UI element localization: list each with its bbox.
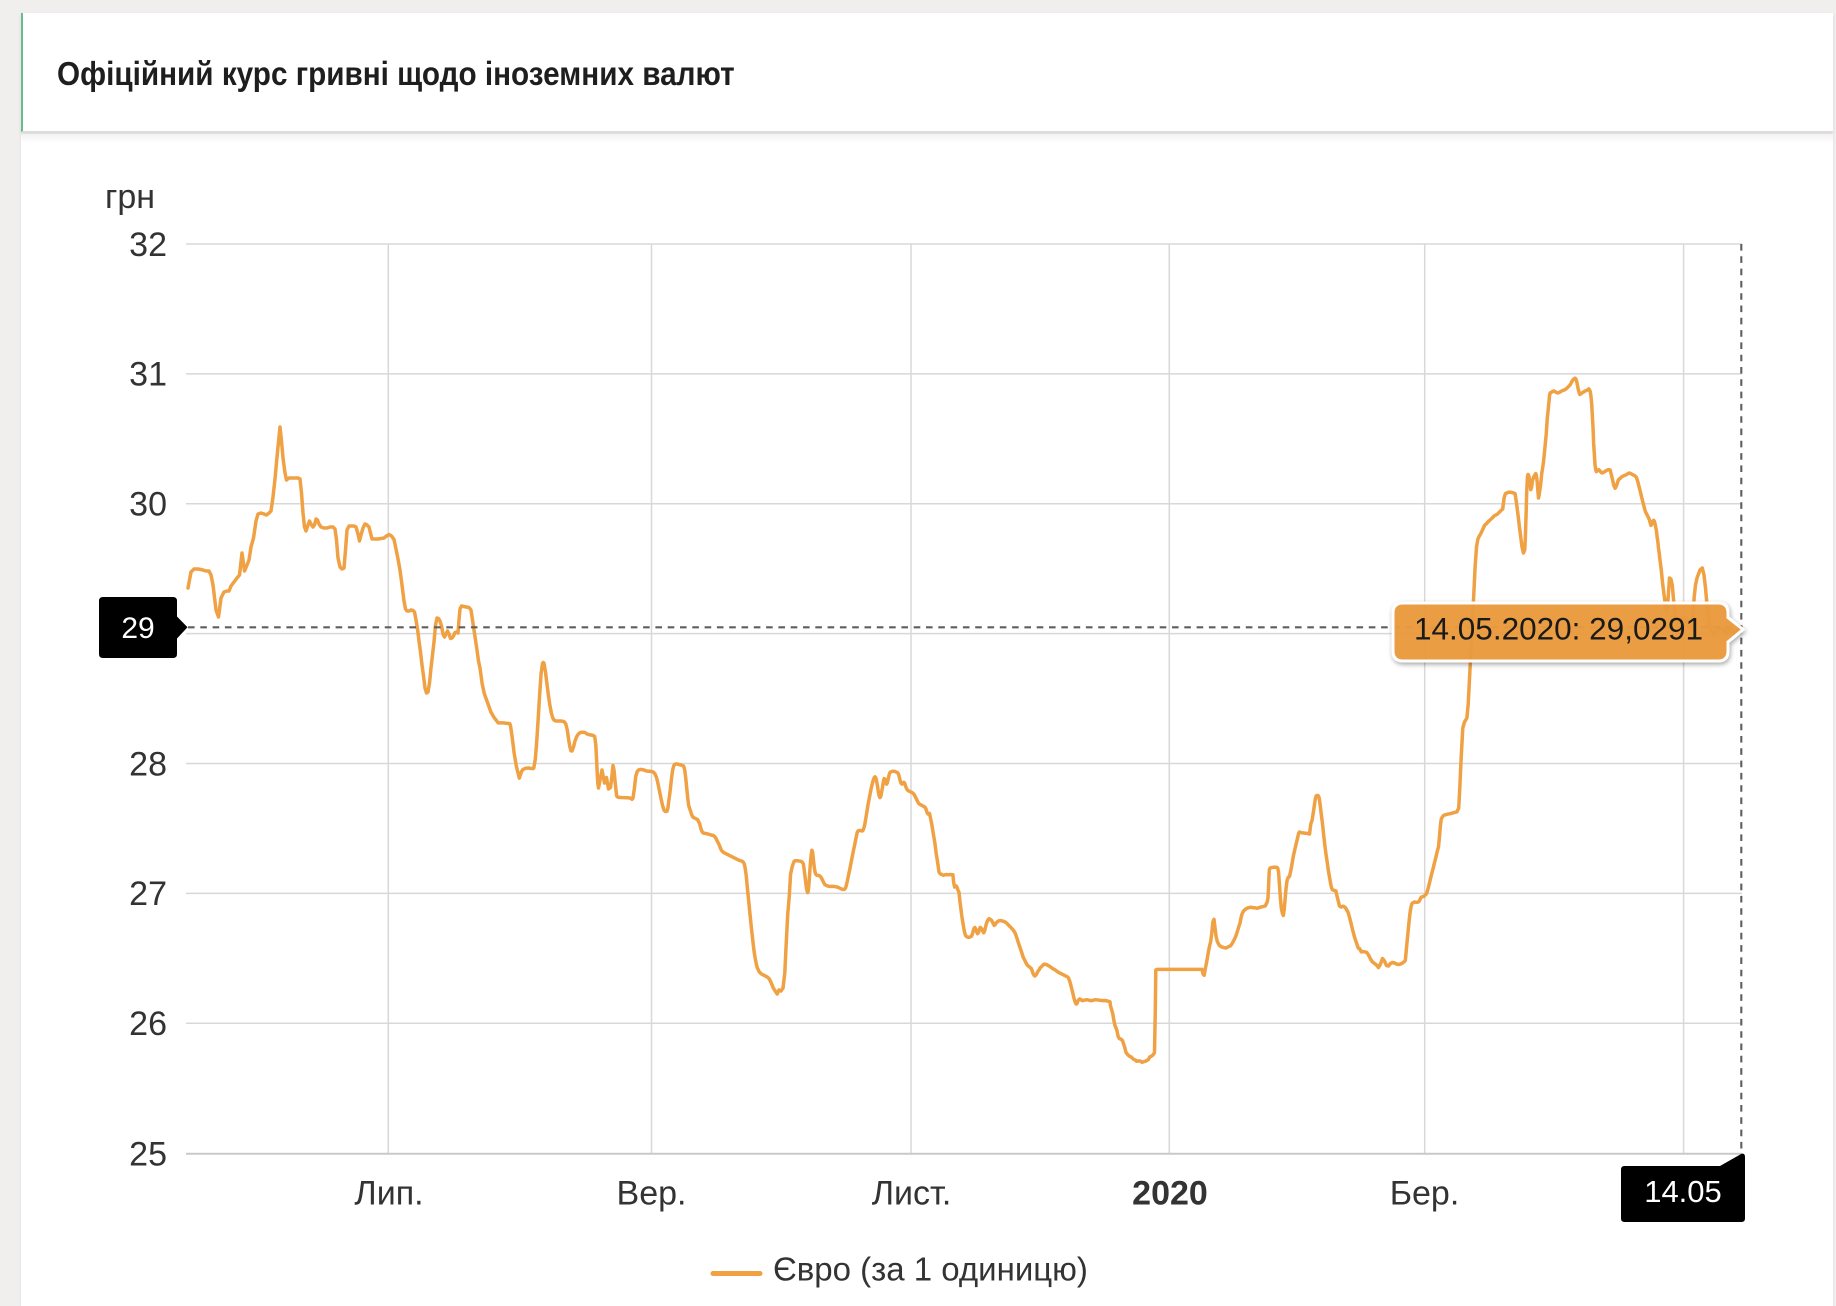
svg-text:14.05: 14.05 [1644,1174,1722,1209]
svg-text:14.05.2020: 29,0291: 14.05.2020: 29,0291 [1414,611,1703,647]
svg-text:Лист.: Лист. [872,1175,952,1213]
svg-text:32: 32 [129,226,167,264]
svg-text:Євро (за 1 одиницю): Євро (за 1 одиницю) [773,1251,1088,1288]
svg-text:26: 26 [129,1005,167,1043]
svg-text:28: 28 [129,745,167,783]
svg-text:31: 31 [129,356,167,394]
svg-text:29: 29 [121,612,154,645]
svg-text:30: 30 [129,486,167,524]
svg-text:грн: грн [105,178,155,216]
svg-text:Бер.: Бер. [1390,1175,1460,1213]
svg-text:Лип.: Лип. [354,1175,423,1213]
svg-text:27: 27 [129,875,167,913]
svg-text:Вер.: Вер. [617,1175,687,1213]
svg-text:2020: 2020 [1132,1175,1208,1213]
svg-text:25: 25 [129,1136,167,1174]
